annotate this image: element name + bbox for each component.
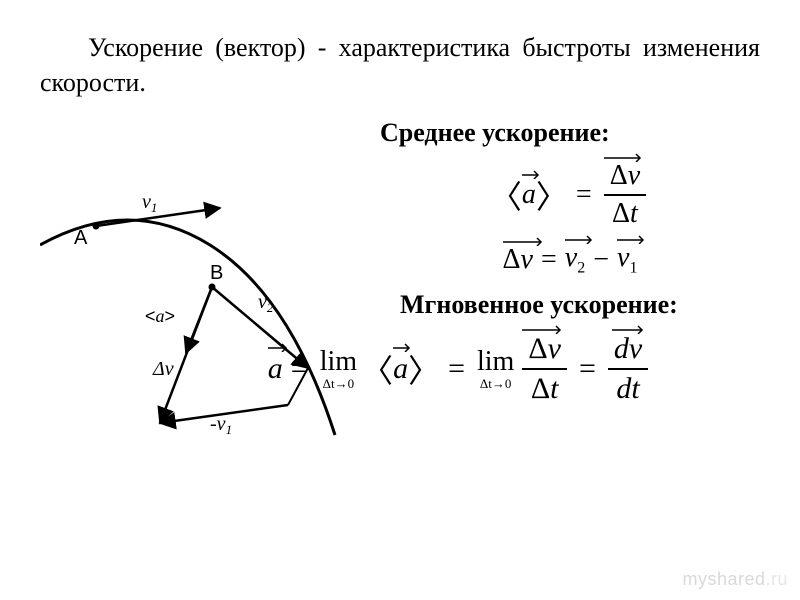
sym-d: d — [616, 372, 631, 405]
vec-a: a — [393, 352, 408, 386]
sym-v: v — [629, 332, 642, 365]
sym-a: a — [393, 352, 408, 385]
minus: − — [593, 244, 609, 276]
vec-dv: Δv — [503, 244, 533, 276]
heading-average: Среднее ускорение: — [380, 118, 760, 148]
heading-instant: Мгновенное ускорение: — [400, 290, 760, 320]
watermark: myshared.ru — [682, 569, 788, 590]
definition-text: Ускорение (вектор) - характеристика быст… — [40, 30, 760, 100]
vec-a: a — [522, 179, 536, 211]
frac-deriv: dv dt — [608, 332, 648, 406]
limit: lim Δt→0 — [477, 346, 514, 392]
sub-1: 1 — [629, 260, 637, 277]
angle-open: 〈 — [490, 172, 522, 218]
sym-t: t — [550, 372, 558, 405]
sym-v: v — [617, 242, 629, 273]
vector-diagram: A B v1 v2 -v1 Δv <a> — [40, 190, 340, 460]
delta: Δ — [612, 198, 630, 229]
lim-zero: 0 — [348, 376, 355, 391]
sym-t: t — [630, 198, 638, 229]
svg-text:A: A — [74, 227, 88, 249]
svg-text:<a>: <a> — [145, 306, 175, 326]
angle-close: 〉 — [408, 346, 440, 392]
watermark-part2: .ru — [765, 569, 788, 589]
sym-v: v — [565, 242, 577, 273]
lim-text: lim — [477, 346, 514, 378]
sym-a: a — [522, 179, 536, 210]
delta: Δ — [528, 332, 547, 365]
frac-avg: Δv Δt — [604, 160, 646, 230]
svg-text:v2: v2 — [258, 291, 274, 315]
equals: = — [448, 352, 465, 386]
svg-text:B: B — [210, 262, 223, 284]
delta: Δ — [610, 160, 628, 191]
vec-v1: v1 — [617, 242, 637, 278]
watermark-part1: myshared — [682, 569, 765, 589]
sym-v: v — [521, 244, 533, 275]
svg-text:-v1: -v1 — [210, 413, 232, 437]
equals: = — [576, 179, 592, 211]
lim-dt: Δt — [480, 376, 492, 391]
formula-delta-v: Δv = v2 − v1 — [380, 242, 760, 278]
vec-v2: v2 — [565, 242, 585, 278]
equals: = — [579, 352, 596, 386]
lim-zero: 0 — [505, 376, 512, 391]
equals: = — [541, 244, 557, 276]
sym-t: t — [631, 372, 639, 405]
formula-average: 〈 a 〉 = Δv Δt — [380, 160, 760, 230]
frac-dv-dt: Δv Δt — [522, 332, 567, 406]
sym-d: d — [614, 332, 629, 365]
lim-under: Δt→0 — [480, 376, 511, 392]
sub-2: 2 — [577, 260, 585, 277]
sym-v: v — [628, 160, 640, 191]
delta: Δ — [503, 244, 521, 275]
svg-text:Δv: Δv — [152, 358, 174, 380]
angle-open: 〈 — [361, 346, 393, 392]
delta: Δ — [531, 372, 550, 405]
svg-text:v1: v1 — [142, 191, 157, 215]
sym-v: v — [548, 332, 561, 365]
lim-arrow: → — [492, 376, 505, 391]
